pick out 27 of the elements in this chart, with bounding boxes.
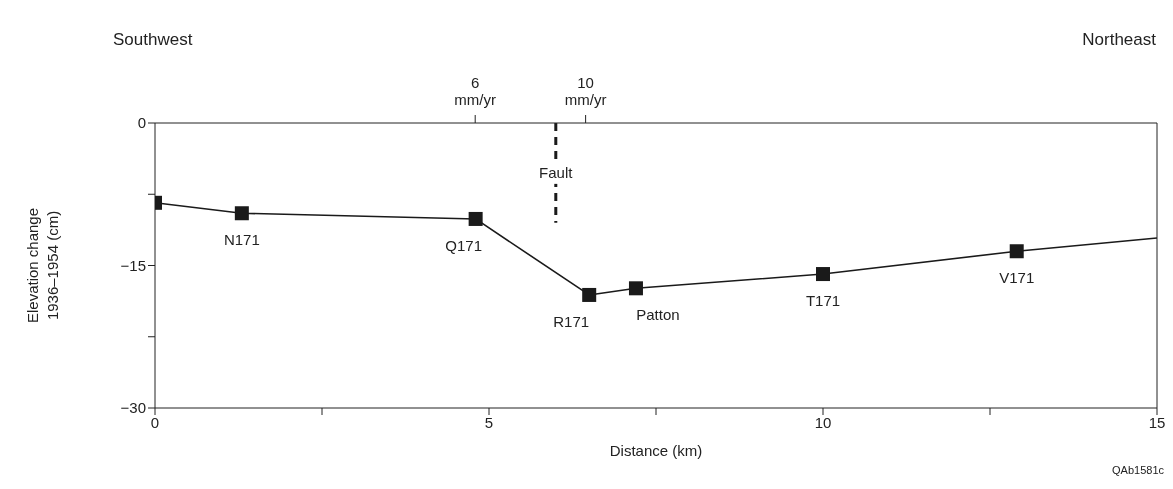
annotation: N171 xyxy=(223,231,260,249)
point xyxy=(628,281,643,296)
y-tick-label: −30 xyxy=(120,399,146,417)
x-tick-label: 10 xyxy=(814,413,832,431)
text: Northeast xyxy=(1082,30,1156,50)
point xyxy=(582,287,597,302)
x2-tick-label: 10 mm/yr xyxy=(564,74,607,108)
point xyxy=(1009,244,1024,259)
annotation: T171 xyxy=(805,292,841,310)
x-tick-label: 5 xyxy=(484,413,494,431)
ref-line-label: Fault xyxy=(539,163,574,181)
point xyxy=(816,267,830,282)
x-axis-title: Distance (km) xyxy=(609,442,703,459)
text: Southwest xyxy=(113,30,193,50)
x-tick-label: 15 xyxy=(1148,413,1166,431)
annotation: R171 xyxy=(553,312,590,330)
text: QAb1581c xyxy=(1112,464,1164,476)
y-tick-label: 0 xyxy=(137,114,146,132)
y-tick-label: −15 xyxy=(120,256,146,274)
point xyxy=(234,206,249,221)
x-tick-label: 0 xyxy=(150,413,160,431)
point xyxy=(468,211,483,226)
annotation: Patton xyxy=(636,306,680,324)
annotation: V171 xyxy=(999,269,1035,287)
annotation: Q171 xyxy=(445,236,482,254)
x2-tick-label: 6 mm/yr xyxy=(454,74,497,108)
y-axis-title: Elevation change 1936–1954 (cm) xyxy=(24,207,61,324)
